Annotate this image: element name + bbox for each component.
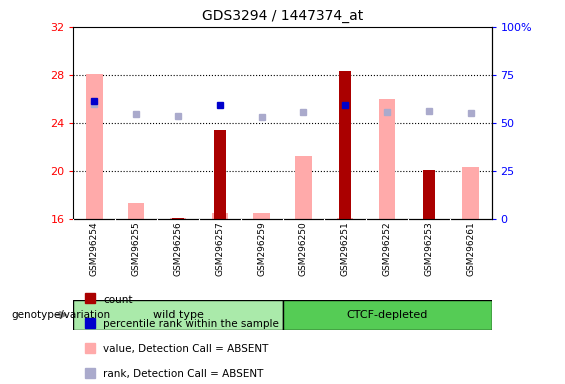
Text: wild type: wild type [153, 310, 203, 320]
Text: GSM296259: GSM296259 [257, 221, 266, 276]
Text: genotype/variation: genotype/variation [11, 310, 110, 320]
Text: GSM296257: GSM296257 [215, 221, 224, 276]
Bar [212, 213, 228, 219]
Text: GSM296255: GSM296255 [132, 221, 141, 276]
Text: rank, Detection Call = ABSENT: rank, Detection Call = ABSENT [103, 369, 264, 379]
Text: value, Detection Call = ABSENT: value, Detection Call = ABSENT [103, 344, 269, 354]
Text: percentile rank within the sample: percentile rank within the sample [103, 319, 279, 329]
Text: GSM296251: GSM296251 [341, 221, 350, 276]
FancyBboxPatch shape [282, 300, 492, 330]
Text: GSM296261: GSM296261 [466, 221, 475, 276]
Bar [170, 218, 186, 219]
Bar [128, 203, 144, 219]
Bar [339, 71, 351, 219]
Text: GSM296254: GSM296254 [90, 221, 99, 276]
Text: count: count [103, 295, 133, 305]
Bar [86, 74, 102, 219]
Bar [172, 218, 184, 219]
Text: GSM296252: GSM296252 [383, 221, 392, 276]
Text: GSM296253: GSM296253 [424, 221, 433, 276]
Text: GSM296250: GSM296250 [299, 221, 308, 276]
Text: GSM296256: GSM296256 [173, 221, 182, 276]
Bar [254, 213, 270, 219]
Bar [379, 99, 395, 219]
Bar [423, 170, 435, 219]
FancyBboxPatch shape [73, 300, 282, 330]
Title: GDS3294 / 1447374_at: GDS3294 / 1447374_at [202, 9, 363, 23]
Bar [295, 157, 311, 219]
Text: CTCF-depleted: CTCF-depleted [346, 310, 428, 320]
Bar [214, 130, 226, 219]
Bar [337, 218, 353, 219]
Bar [463, 167, 479, 219]
